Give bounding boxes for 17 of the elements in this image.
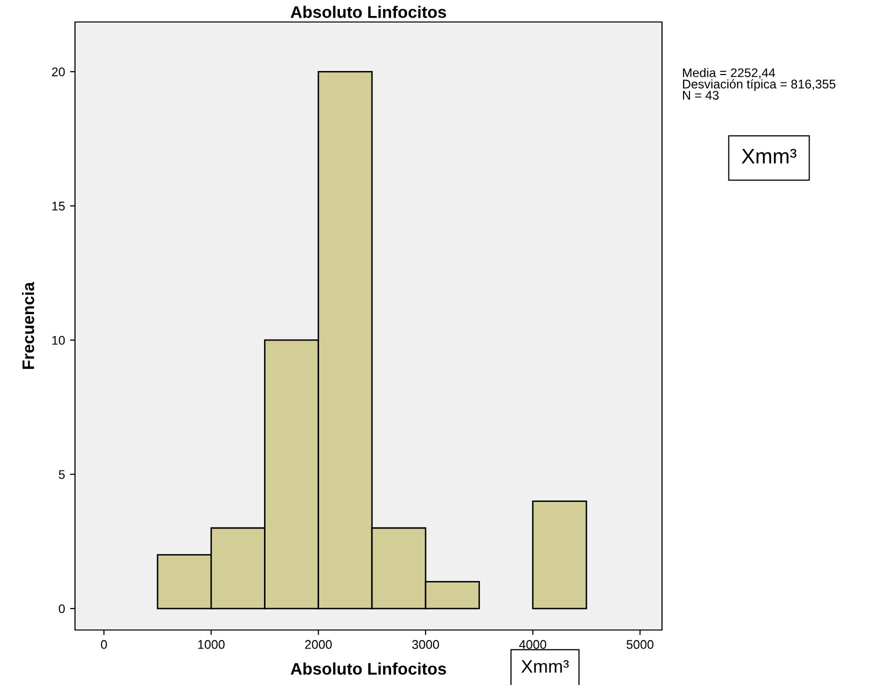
y-tick-label: 15 [52, 202, 65, 211]
x-tick-label: 3000 [412, 640, 440, 649]
x-tick-label: 5000 [626, 640, 654, 649]
y-tick-label: 5 [58, 470, 65, 479]
x-tick-label: 2000 [305, 640, 332, 649]
y-axis-title: Frecuencia [22, 282, 34, 369]
y-tick-label: 10 [52, 336, 65, 345]
y-tick-label: 20 [52, 67, 65, 76]
text: Xmm³ [521, 660, 569, 673]
text: Media = 2252,44 Desviación típica = 816,355 N = 43 [683, 68, 836, 100]
x-axis-title: Absoluto Linfocitos [290, 662, 446, 675]
chart-title: Absoluto Linfocitos [290, 6, 446, 18]
y-tick-label: 0 [58, 604, 65, 614]
x-tick-label: 4000 [519, 640, 546, 649]
text: Xmm³ [742, 148, 796, 164]
x-tick-label: 1000 [198, 640, 225, 649]
x-tick-label: 0 [100, 640, 107, 649]
